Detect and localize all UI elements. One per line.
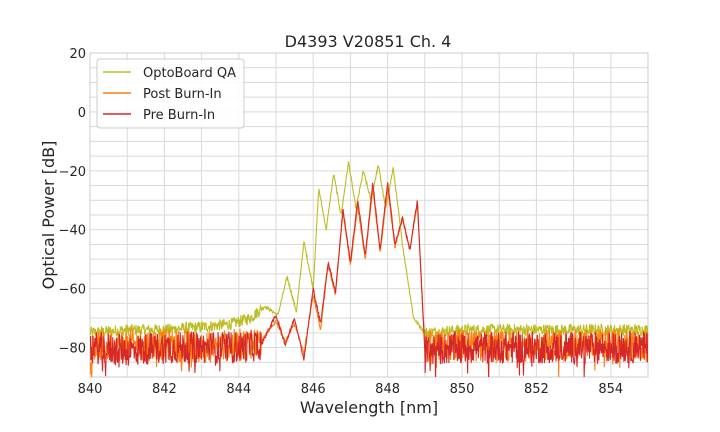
y-tick-label: −20 <box>59 165 86 180</box>
y-tick-label: −40 <box>59 224 86 239</box>
legend-label: Pre Burn-In <box>143 108 215 123</box>
x-tick-label: 854 <box>598 382 623 397</box>
x-tick-label: 842 <box>152 382 177 397</box>
x-tick-label: 850 <box>450 382 475 397</box>
plot-area <box>90 161 648 377</box>
y-tick-label: 20 <box>69 47 86 62</box>
tick-labels: 840 842 844 846 848 850 852 854 20 0 −20 −40 −60 −80 <box>59 47 624 397</box>
legend-box <box>96 58 245 129</box>
x-tick-label: 848 <box>375 382 400 397</box>
plot-frame <box>89 52 649 378</box>
series-line-pre-burn-in <box>90 182 648 377</box>
x-tick-label: 840 <box>78 382 103 397</box>
x-axis-label: Wavelength [nm] <box>300 398 438 417</box>
chart-title: D4393 V20851 Ch. 4 <box>285 32 452 51</box>
y-axis-label: Optical Power [dB] <box>39 141 58 290</box>
y-tick-label: −60 <box>59 283 86 298</box>
legend-label: Post Burn-In <box>143 87 222 102</box>
x-tick-label: 844 <box>226 382 251 397</box>
x-tick-label: 852 <box>524 382 549 397</box>
y-tick-label: 0 <box>78 106 86 121</box>
legend: OptoBoard QA Post Burn-In Pre Burn-In <box>96 58 245 129</box>
legend-label: OptoBoard QA <box>143 66 236 81</box>
y-tick-label: −80 <box>59 342 86 357</box>
series-line-optoboard-qa <box>90 161 648 340</box>
x-tick-label: 846 <box>301 382 326 397</box>
